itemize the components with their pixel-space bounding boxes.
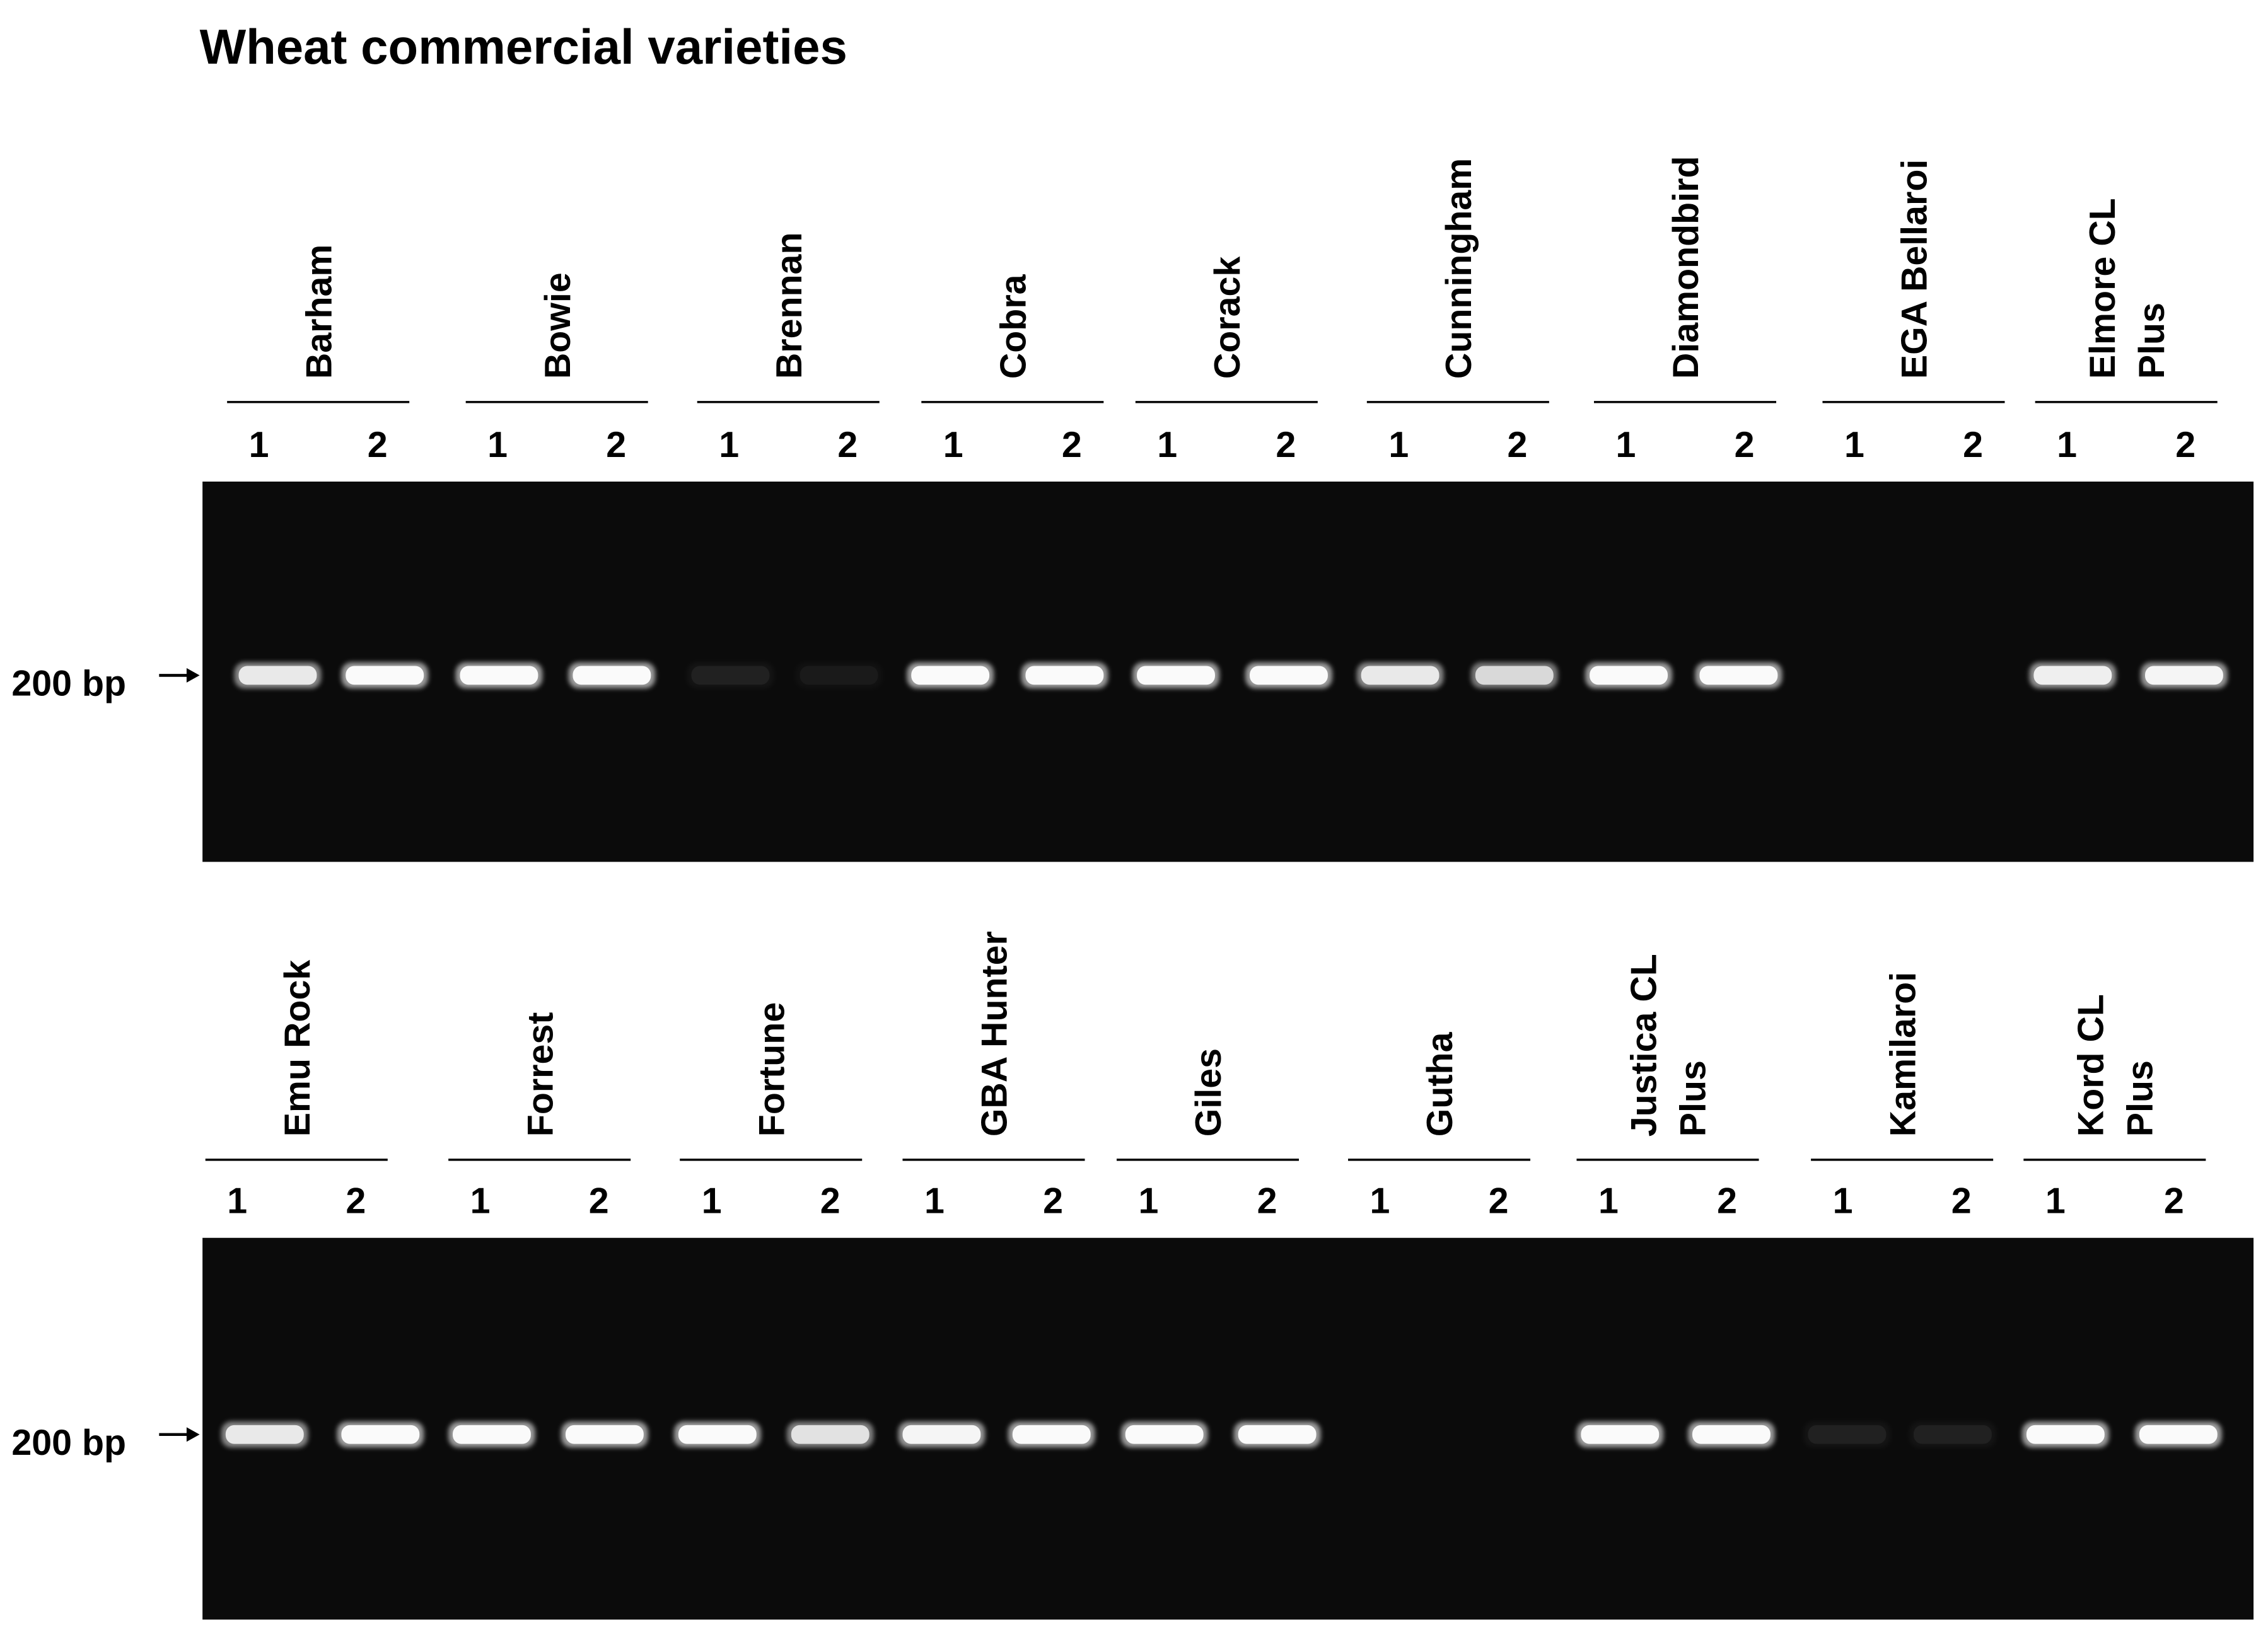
lane-label: 2 <box>1951 1181 1972 1222</box>
band <box>800 666 878 685</box>
variety-name: Cobra <box>993 274 1033 379</box>
band <box>2145 666 2223 685</box>
variety-name: Plus <box>2120 1060 2160 1137</box>
band <box>1590 666 1668 685</box>
lane-label: 2 <box>589 1181 609 1222</box>
lane-label: 2 <box>1489 1181 1509 1222</box>
band <box>1692 1425 1771 1444</box>
band <box>341 1425 420 1444</box>
variety-name: Giles <box>1189 1048 1229 1137</box>
lane-label: 2 <box>2175 425 2195 465</box>
variety-name: Emu Rock <box>277 960 318 1137</box>
band <box>225 1425 304 1444</box>
band <box>2026 1425 2105 1444</box>
lane-label: 2 <box>2164 1181 2184 1222</box>
variety-name: Bowie <box>538 272 578 379</box>
lane-label: 1 <box>1138 1181 1158 1222</box>
lane-label: 2 <box>1735 425 1755 465</box>
lane-label: 1 <box>227 1181 247 1222</box>
lane-label: 1 <box>487 425 508 465</box>
lane-label: 2 <box>1717 1181 1737 1222</box>
band <box>1913 1425 1992 1444</box>
lane-label: 1 <box>1370 1181 1390 1222</box>
marker-label: 200 bp <box>11 664 126 704</box>
marker-label: 200 bp <box>11 1423 126 1463</box>
lane-label: 1 <box>1616 425 1636 465</box>
band <box>1012 1425 1091 1444</box>
band <box>911 666 990 685</box>
variety-name: EGA Bellaroi <box>1895 159 1935 379</box>
lane-label: 2 <box>606 425 626 465</box>
lane-label: 1 <box>1844 425 1864 465</box>
lane-label: 1 <box>2045 1181 2066 1222</box>
band <box>573 666 651 685</box>
variety-name: Cunningham <box>1439 158 1479 379</box>
band <box>678 1425 757 1444</box>
band <box>2033 666 2112 685</box>
gel <box>202 1237 2254 1620</box>
lane-label: 2 <box>1062 425 1082 465</box>
variety-name: Fortune <box>752 1002 792 1137</box>
band <box>453 1425 531 1444</box>
band <box>1808 1425 1887 1444</box>
band <box>565 1425 644 1444</box>
lane-label: 1 <box>719 425 739 465</box>
lane-label: 1 <box>249 425 269 465</box>
band <box>1125 1425 1204 1444</box>
lane-label: 1 <box>1833 1181 1853 1222</box>
lane-label: 1 <box>943 425 963 465</box>
gel <box>202 481 2254 862</box>
marker-arrowhead <box>186 1427 200 1442</box>
variety-name: Kamilaroi <box>1883 972 1923 1137</box>
lane-label: 1 <box>1598 1181 1619 1222</box>
variety-name: GBA Hunter <box>975 931 1015 1137</box>
variety-name: Corack <box>1207 257 1248 379</box>
band <box>1137 666 1215 685</box>
lane-label: 2 <box>1507 425 1527 465</box>
variety-name: Gutha <box>1420 1031 1460 1137</box>
band <box>460 666 538 685</box>
variety-name: Justica CL <box>1624 954 1665 1137</box>
variety-name: Plus <box>2132 303 2172 379</box>
variety-name: Plus <box>1673 1060 1714 1137</box>
band <box>1238 1425 1317 1444</box>
lane-label: 1 <box>1157 425 1177 465</box>
variety-name: Elmore CL <box>2083 198 2123 379</box>
band <box>2139 1425 2218 1444</box>
lane-label: 1 <box>470 1181 491 1222</box>
lane-label: 1 <box>2057 425 2077 465</box>
band <box>1581 1425 1660 1444</box>
lane-label: 2 <box>1963 425 1983 465</box>
lane-label: 2 <box>1257 1181 1277 1222</box>
band <box>691 666 770 685</box>
band <box>791 1425 869 1444</box>
lane-label: 2 <box>1043 1181 1063 1222</box>
lane-label: 1 <box>1388 425 1409 465</box>
band <box>1025 666 1104 685</box>
band <box>1699 666 1778 685</box>
figure-title: Wheat commercial varieties <box>200 19 847 74</box>
lane-label: 2 <box>346 1181 366 1222</box>
band <box>1250 666 1328 685</box>
variety-name: Diamondbird <box>1666 156 1706 379</box>
variety-name: Kord CL <box>2071 994 2111 1137</box>
marker-arrowhead <box>186 668 200 683</box>
band <box>238 666 317 685</box>
lane-label: 2 <box>1276 425 1296 465</box>
lane-label: 2 <box>820 1181 840 1222</box>
band <box>902 1425 981 1444</box>
variety-name: Barham <box>299 245 339 379</box>
lane-label: 1 <box>702 1181 722 1222</box>
lane-label: 2 <box>368 425 388 465</box>
lane-label: 1 <box>924 1181 945 1222</box>
variety-name: Forrest <box>520 1012 561 1137</box>
band <box>346 666 424 685</box>
lane-label: 2 <box>837 425 858 465</box>
variety-name: Brennan <box>769 233 810 379</box>
band <box>1475 666 1554 685</box>
band <box>1361 666 1439 685</box>
